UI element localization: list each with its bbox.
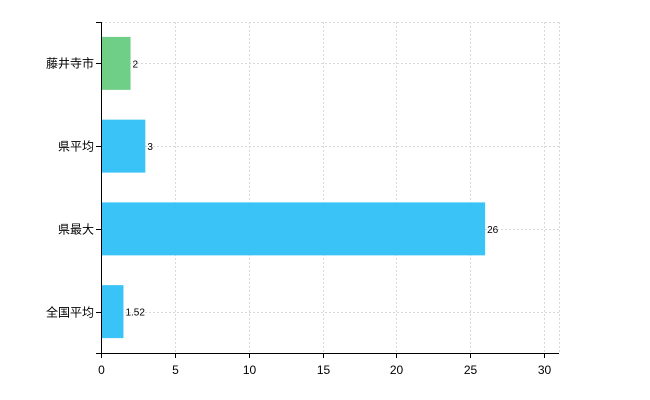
gridlines: [101, 22, 560, 353]
x-tick-label: 0: [98, 363, 105, 377]
bar-value-label: 3: [147, 142, 153, 153]
category-label: 全国平均: [46, 305, 94, 320]
bar-value-label: 26: [487, 225, 499, 236]
category-label: 県最大: [58, 223, 94, 237]
x-tick-label: 20: [390, 363, 404, 377]
axes: [96, 22, 559, 358]
bar-value-label: 1.52: [125, 308, 145, 319]
category-label: 藤井寺市: [46, 56, 94, 71]
x-tick-label: 25: [464, 363, 478, 377]
bar: [101, 202, 486, 256]
bar-value-label: 2: [133, 59, 139, 70]
bar: [101, 119, 146, 173]
x-tick-label: 30: [538, 363, 552, 377]
bars: [101, 36, 486, 339]
x-tick-label: 5: [172, 363, 179, 377]
bar: [101, 36, 131, 90]
x-tick-label: 15: [317, 363, 331, 377]
x-tick-label: 10: [243, 363, 257, 377]
category-label: 県平均: [58, 140, 94, 154]
bar: [101, 285, 124, 339]
